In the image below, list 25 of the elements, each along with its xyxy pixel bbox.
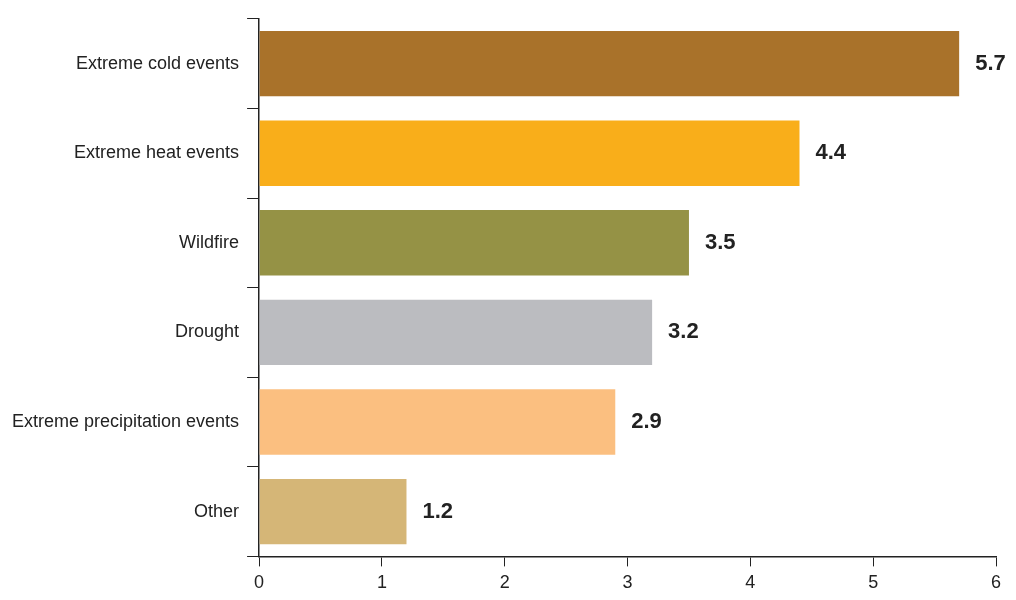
bar <box>259 478 407 545</box>
data-label: 4.4 <box>815 139 847 165</box>
bar <box>259 389 616 455</box>
data-label: 1.2 <box>422 497 454 523</box>
bar <box>259 210 689 276</box>
y-tick-label: Extreme precipitation events <box>12 410 240 431</box>
data-label: 5.7 <box>975 49 1006 75</box>
x-tick-label: 0 <box>254 572 265 593</box>
y-tick-label: Extreme heat events <box>74 142 240 163</box>
data-label: 3.2 <box>668 318 699 344</box>
data-label: 3.5 <box>704 228 736 254</box>
y-tick-label: Wildfire <box>179 231 240 252</box>
x-tick-label: 4 <box>745 572 756 593</box>
y-tick-label: Extreme cold events <box>76 52 240 73</box>
bar <box>259 120 800 186</box>
y-tick-label: Drought <box>175 321 240 342</box>
x-tick-label: 1 <box>376 572 387 593</box>
bar <box>259 30 960 97</box>
y-tick-label: Other <box>194 500 240 521</box>
x-tick-label: 3 <box>622 572 633 593</box>
bar <box>259 299 653 366</box>
x-tick-label: 2 <box>499 572 510 593</box>
data-label: 2.9 <box>631 408 662 434</box>
x-tick-label: 6 <box>990 572 1002 593</box>
x-tick-label: 5 <box>868 572 879 593</box>
